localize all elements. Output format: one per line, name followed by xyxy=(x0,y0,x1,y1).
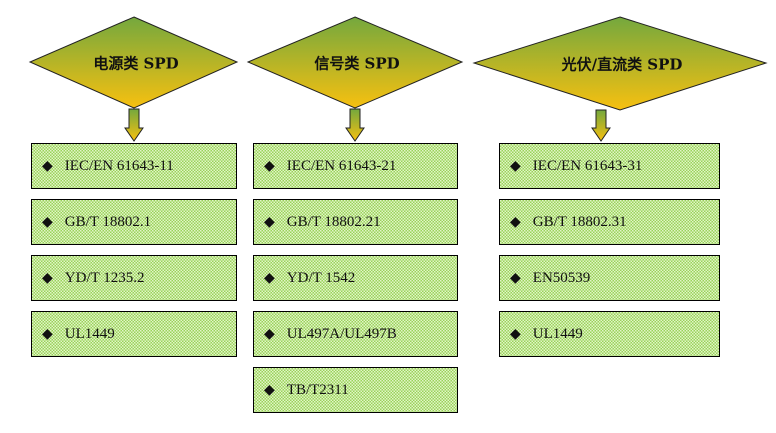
standard-label: GB/T 18802.21 xyxy=(286,213,381,230)
standard-box-signal: ◆ GB/T 18802.21 xyxy=(253,199,458,245)
diamond-title-pv: 光伏/直流类 SPD xyxy=(561,55,683,74)
arrow-pv xyxy=(591,109,611,142)
standard-label: EN50539 xyxy=(532,269,591,286)
diamond-bullet-icon: ◆ xyxy=(264,382,275,398)
standard-box-pv: ◆ GB/T 18802.31 xyxy=(499,199,720,245)
standard-box-power: ◆ IEC/EN 61643-11 xyxy=(31,143,237,189)
diamond-title-power: 电源类 SPD xyxy=(93,54,179,73)
standard-label: IEC/EN 61643-11 xyxy=(64,157,174,174)
diamond-bullet-icon: ◆ xyxy=(42,270,53,286)
diamond-title-signal: 信号类 SPD xyxy=(314,54,400,73)
standard-box-signal: ◆ UL497A/UL497B xyxy=(253,311,458,357)
diamond-signal xyxy=(246,16,464,109)
diamond-bullet-icon: ◆ xyxy=(510,270,521,286)
standard-label: YD/T 1235.2 xyxy=(64,269,145,286)
standard-box-pv: ◆ IEC/EN 61643-31 xyxy=(499,143,720,189)
diamond-bullet-icon: ◆ xyxy=(510,326,521,342)
standard-box-power: ◆ YD/T 1235.2 xyxy=(31,255,237,301)
standard-label: UL1449 xyxy=(64,325,115,342)
diamond-pv xyxy=(472,16,768,111)
diamond-bullet-icon: ◆ xyxy=(264,158,275,174)
standard-box-pv: ◆ UL1449 xyxy=(499,311,720,357)
arrow-power xyxy=(124,108,144,142)
standard-box-power: ◆ UL1449 xyxy=(31,311,237,357)
diamond-bullet-icon: ◆ xyxy=(510,214,521,230)
standard-label: TB/T2311 xyxy=(286,381,349,398)
standard-label: IEC/EN 61643-21 xyxy=(286,157,397,174)
diamond-bullet-icon: ◆ xyxy=(510,158,521,174)
standard-label: UL1449 xyxy=(532,325,583,342)
diamond-bullet-icon: ◆ xyxy=(42,326,53,342)
standard-box-pv: ◆ EN50539 xyxy=(499,255,720,301)
standard-label: GB/T 18802.31 xyxy=(532,213,627,230)
standard-box-signal: ◆ TB/T2311 xyxy=(253,367,458,413)
standard-label: UL497A/UL497B xyxy=(286,325,397,342)
diamond-power xyxy=(28,16,239,109)
standard-label: IEC/EN 61643-31 xyxy=(532,157,643,174)
arrow-signal xyxy=(345,108,365,142)
diamond-bullet-icon: ◆ xyxy=(42,214,53,230)
standard-label: GB/T 18802.1 xyxy=(64,213,152,230)
diamond-bullet-icon: ◆ xyxy=(42,158,53,174)
standard-label: YD/T 1542 xyxy=(286,269,356,286)
diamond-bullet-icon: ◆ xyxy=(264,326,275,342)
standard-box-signal: ◆ YD/T 1542 xyxy=(253,255,458,301)
standard-box-signal: ◆ IEC/EN 61643-21 xyxy=(253,143,458,189)
standard-box-power: ◆ GB/T 18802.1 xyxy=(31,199,237,245)
diamond-bullet-icon: ◆ xyxy=(264,270,275,286)
diamond-bullet-icon: ◆ xyxy=(264,214,275,230)
